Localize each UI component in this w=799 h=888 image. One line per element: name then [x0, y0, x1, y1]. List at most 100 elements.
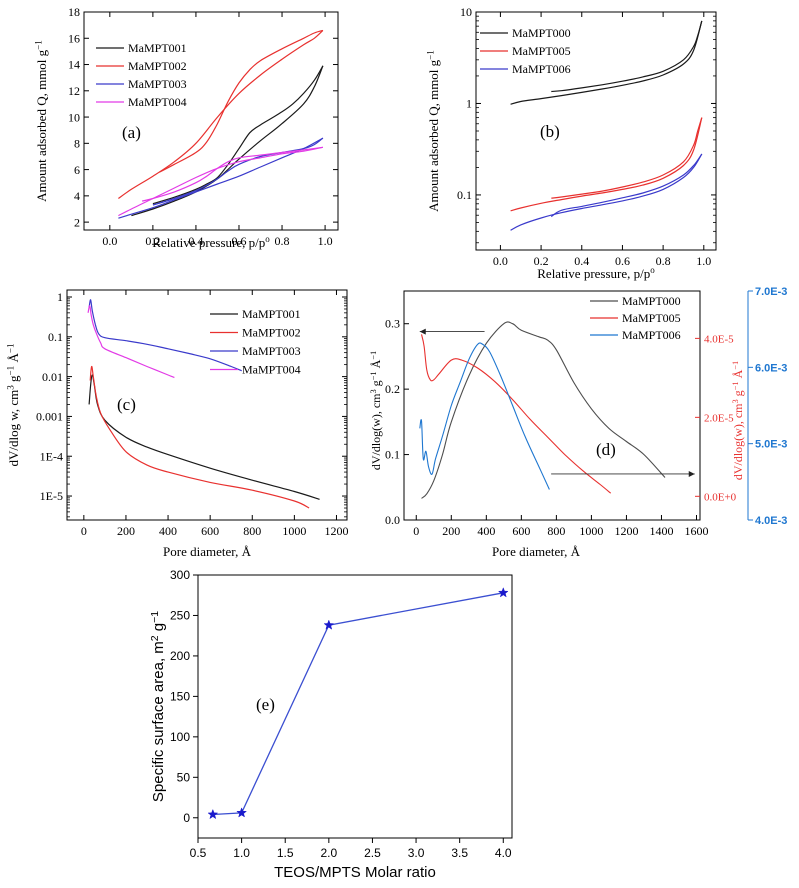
y-tick-label: 12	[68, 84, 80, 98]
y-tick-label: 0.01	[42, 370, 63, 384]
legend-label: MaMPT001	[128, 41, 187, 55]
series-line-adsorption	[131, 65, 324, 217]
axis-label-part: dV/dlog(w), cm	[369, 393, 383, 470]
axis-label-sup: −1	[369, 351, 378, 360]
x-tick-label: 0.4	[188, 234, 203, 248]
y-tick-label: 50	[177, 770, 191, 784]
axis-label-part: dV/dlog w, cm	[6, 390, 21, 467]
legend-label: MaMPT003	[128, 77, 187, 91]
legend-label: MaMPT006	[622, 328, 681, 342]
x-tick-label: 800	[243, 524, 261, 538]
series-line-desorption	[159, 29, 324, 173]
x-tick-label: 0.5	[190, 846, 207, 860]
panel-label: (d)	[596, 440, 616, 459]
y-tick-label: 250	[170, 608, 190, 622]
legend-label: MaMPT000	[622, 294, 681, 308]
axis-label-part: g	[731, 390, 745, 399]
y-tick-label: 0.1	[385, 448, 400, 462]
axis-label-part: Amount adsorbed Q, mmol g	[34, 49, 49, 202]
x-tick-label: 1200	[324, 524, 348, 538]
data-point-star	[323, 619, 335, 630]
axes-frame	[83, 11, 339, 231]
series-line	[88, 299, 242, 372]
x-tick-label: 3.0	[408, 846, 425, 860]
axis-label-part: Relative pressure, p/p	[152, 235, 265, 250]
y2-tick-label: 2.0E-5	[704, 412, 734, 424]
series-line-adsorption	[510, 117, 703, 212]
y-tick-label: 1	[466, 97, 472, 111]
y-axis-label: Amount adsorbed Q, mmol g−1	[425, 50, 441, 212]
series-line	[89, 365, 310, 509]
x-tick-label: 1600	[684, 524, 708, 538]
x-tick-label: 600	[512, 524, 530, 538]
legend-label: MaMPT001	[242, 307, 301, 321]
y-tick-label: 0.001	[36, 410, 63, 424]
series-line	[212, 592, 504, 816]
axis-label-part: dV/dlog(w), cm	[731, 403, 745, 480]
y-axis-label-right: dV/dlog(w), cm3 g−1 Å−1	[731, 361, 745, 480]
legend-label: MaMPT002	[128, 59, 187, 73]
series-line	[420, 334, 612, 494]
y-tick-label: 10	[68, 110, 80, 124]
y-tick-label: 6	[74, 163, 80, 177]
x-tick-label: 0	[413, 524, 419, 538]
x-tick-label: 0.8	[275, 234, 290, 248]
x-tick-label: 0.2	[534, 254, 549, 268]
x-tick-label: 0.6	[231, 234, 246, 248]
y-tick-label: 14	[68, 58, 80, 72]
y-tick-label: 0.0	[385, 513, 400, 527]
panel-d: 0 200 400 600 800 1000 1200 1400 1600 0.0 0.1 0.2 0.…	[369, 286, 788, 559]
axis-label-sup: 2	[149, 635, 161, 641]
x-tick-label: 1.0	[318, 234, 333, 248]
panel-c: 0 200 400 600 800 1000 1200 1E-5 1E-4 0.001 0.01 0.…	[5, 289, 348, 559]
y-axis-label: Specific surface area, m2 g−1	[149, 611, 167, 802]
panel-e: 0.5 1.0 1.5 2.0 2.5 3.0 3.5 4.0 0 50 100 150 200 250 3…	[149, 568, 513, 881]
series-line-desorption	[551, 20, 703, 93]
legend-label: MaMPT006	[512, 62, 571, 76]
y-axis-label-left: dV/dlog(w), cm3 g−1 Å−1	[369, 351, 383, 470]
x-tick-label: 0.2	[145, 234, 160, 248]
y-tick-label: 150	[170, 689, 190, 703]
axis-label-part: Å	[731, 369, 745, 381]
x-tick-label: 1200	[614, 524, 638, 538]
y3-tick-label: 7.0E-3	[755, 286, 787, 298]
x-tick-label: 0.0	[102, 234, 117, 248]
data-point-star	[497, 587, 509, 598]
legend-label: MaMPT005	[622, 311, 681, 325]
axis-label-part: g	[150, 623, 167, 636]
y3-tick-label: 5.0E-3	[755, 439, 787, 451]
axis-label-sup: 3	[5, 385, 15, 390]
y3-tick-label: 4.0E-3	[755, 515, 787, 527]
axes-frame	[197, 574, 513, 839]
legend-label: MaMPT004	[128, 95, 187, 109]
y-tick-label: 200	[170, 649, 190, 663]
x-tick-label: 1.0	[233, 846, 250, 860]
x-tick-label: 0.6	[615, 254, 630, 268]
data-point-star	[207, 808, 219, 820]
x-tick-label: 2.5	[364, 846, 381, 860]
y-tick-label: 1E-4	[40, 449, 63, 463]
annotation-arrow-head	[419, 328, 426, 335]
y2-tick-label: 0.0E+0	[704, 491, 737, 503]
axis-label-part: Amount adsorbed Q, mmol g	[426, 59, 441, 212]
panel-label: (e)	[256, 695, 275, 714]
axis-label-sup: o	[265, 234, 270, 244]
axis-label-part: Å	[369, 359, 383, 371]
y-tick-label: 0.3	[385, 317, 400, 331]
series-line-desorption	[152, 137, 324, 206]
y-tick-label: 18	[68, 5, 80, 19]
series-line-adsorption	[510, 153, 703, 231]
legend-label: MaMPT000	[512, 26, 571, 40]
series-line-adsorption	[510, 20, 703, 105]
y-tick-label: 8	[74, 137, 80, 151]
x-axis-label: Relative pressure, p/po	[537, 265, 655, 281]
series-line-desorption	[550, 153, 703, 218]
axis-label-part: Å	[6, 353, 21, 366]
y-tick-label: 300	[170, 568, 190, 582]
panel-label: (c)	[117, 395, 136, 414]
axis-label-sup: 3	[731, 399, 740, 403]
legend-label: MaMPT005	[512, 44, 571, 58]
axis-label-sup: 3	[369, 389, 378, 393]
x-tick-label: 1000	[282, 524, 306, 538]
x-axis-label: Pore diameter, Å	[492, 544, 581, 559]
